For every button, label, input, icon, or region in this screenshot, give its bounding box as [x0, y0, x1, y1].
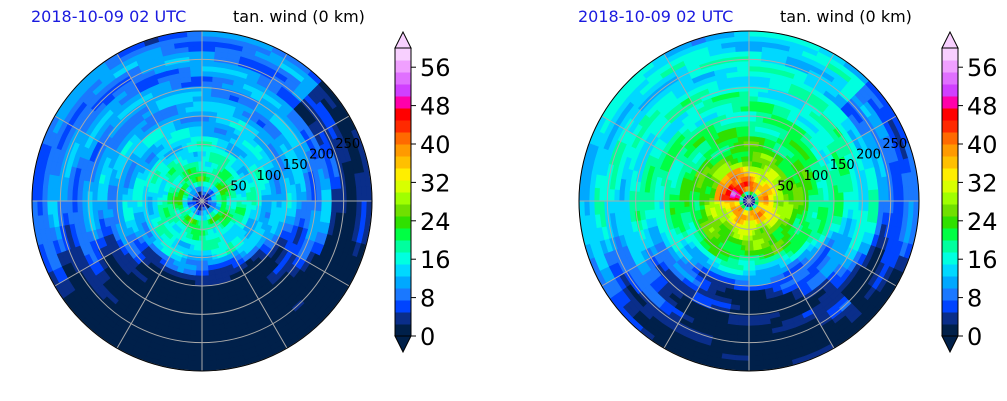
colorbar-tick-label: 16 — [967, 246, 998, 274]
colorbar-tick-label: 8 — [420, 285, 435, 313]
colorbar-swatch — [395, 180, 411, 193]
colorbar-swatch — [395, 240, 411, 253]
colorbar-swatch — [395, 324, 411, 337]
colorbar-swatch — [395, 132, 411, 145]
radial-tick-label: 200 — [309, 148, 334, 163]
colorbar-swatch — [942, 312, 958, 325]
colorbar-swatch — [942, 192, 958, 205]
radial-tick-label: 200 — [856, 148, 881, 163]
colorbar-swatch — [942, 48, 958, 61]
colorbar-tick-label: 8 — [967, 285, 982, 313]
colorbar-tick-label: 24 — [420, 208, 451, 236]
colorbar-tick-label: 56 — [420, 54, 451, 82]
colorbar-swatch — [942, 156, 958, 169]
colorbar-tick-label: 56 — [967, 54, 998, 82]
panel-variable-title: tan. wind (0 km) — [233, 7, 365, 26]
colorbar: 0 8 16 24 32 40 48 56 — [394, 30, 451, 354]
colorbar-swatch — [942, 120, 958, 133]
colorbar-tick-label: 48 — [420, 93, 451, 121]
radial-tick-label: 150 — [830, 158, 855, 173]
colorbar-swatch — [942, 72, 958, 85]
colorbar-swatch — [395, 120, 411, 133]
colorbar-swatch — [942, 108, 958, 121]
colorbar-swatch — [942, 84, 958, 97]
colorbar-swatch — [942, 324, 958, 337]
radial-tick-label: 50 — [230, 179, 247, 194]
colorbar-swatch — [942, 264, 958, 277]
colorbar-swatch — [942, 288, 958, 301]
radial-tick-label: 250 — [335, 137, 360, 152]
radial-tick-label: 100 — [804, 169, 829, 184]
colorbar-tick-label: 40 — [420, 131, 451, 159]
colorbar-swatch — [395, 216, 411, 229]
colorbar-tick-label: 48 — [967, 93, 998, 121]
colorbar-swatch — [395, 144, 411, 157]
radial-tick-label: 100 — [257, 169, 282, 184]
colorbar-swatch — [395, 60, 411, 73]
colorbar-swatch — [395, 288, 411, 301]
colorbar-swatch — [395, 192, 411, 205]
colorbar-swatch — [942, 252, 958, 265]
colorbar-tick-label: 32 — [967, 169, 998, 197]
colorbar-swatch — [942, 60, 958, 73]
colorbar-swatch — [395, 312, 411, 325]
polar-panel-left: 2018-10-09 02 UTC tan. wind (0 km) 50 100… — [0, 0, 500, 401]
colorbar-swatch — [942, 132, 958, 145]
colorbar-swatch — [395, 156, 411, 169]
colorbar-swatch — [395, 168, 411, 181]
panel-variable-title: tan. wind (0 km) — [780, 7, 912, 26]
colorbar-swatch — [942, 144, 958, 157]
colorbar-tick-label: 40 — [967, 131, 998, 159]
colorbar-extend-min — [394, 335, 412, 354]
colorbar-swatch — [942, 240, 958, 253]
colorbar-extend-min — [941, 335, 959, 354]
colorbar-tick-label: 24 — [967, 208, 998, 236]
colorbar-swatch — [395, 300, 411, 313]
colorbar-swatch — [395, 48, 411, 61]
colorbar-tick-label: 0 — [967, 323, 982, 351]
colorbar-swatch — [395, 276, 411, 289]
colorbar-extend-max — [941, 30, 959, 49]
colorbar-swatch — [942, 276, 958, 289]
colorbar-swatch — [395, 252, 411, 265]
colorbar-swatch — [942, 228, 958, 241]
colorbar: 0 8 16 24 32 40 48 56 — [941, 30, 998, 354]
colorbar-extend-max — [394, 30, 412, 49]
colorbar-swatch — [395, 96, 411, 109]
colorbar-tick-label: 32 — [420, 169, 451, 197]
colorbar-swatch — [942, 168, 958, 181]
colorbar-swatch — [395, 204, 411, 217]
polar-panel-right: 2018-10-09 02 UTC tan. wind (0 km) 50 100… — [547, 0, 1007, 401]
colorbar-tick-label: 16 — [420, 246, 451, 274]
colorbar-swatch — [942, 300, 958, 313]
colorbar-swatch — [395, 264, 411, 277]
colorbar-swatch — [395, 228, 411, 241]
panel-date-title: 2018-10-09 02 UTC — [578, 7, 734, 26]
colorbar-tick-label: 0 — [420, 323, 435, 351]
colorbar-swatch — [942, 204, 958, 217]
radial-tick-label: 50 — [777, 179, 794, 194]
colorbar-swatch — [395, 72, 411, 85]
colorbar-swatch — [942, 96, 958, 109]
colorbar-swatch — [395, 84, 411, 97]
colorbar-swatch — [942, 216, 958, 229]
panel-date-title: 2018-10-09 02 UTC — [31, 7, 187, 26]
colorbar-swatch — [395, 108, 411, 121]
radial-tick-label: 150 — [283, 158, 308, 173]
colorbar-swatch — [942, 180, 958, 193]
radial-tick-label: 250 — [882, 137, 907, 152]
